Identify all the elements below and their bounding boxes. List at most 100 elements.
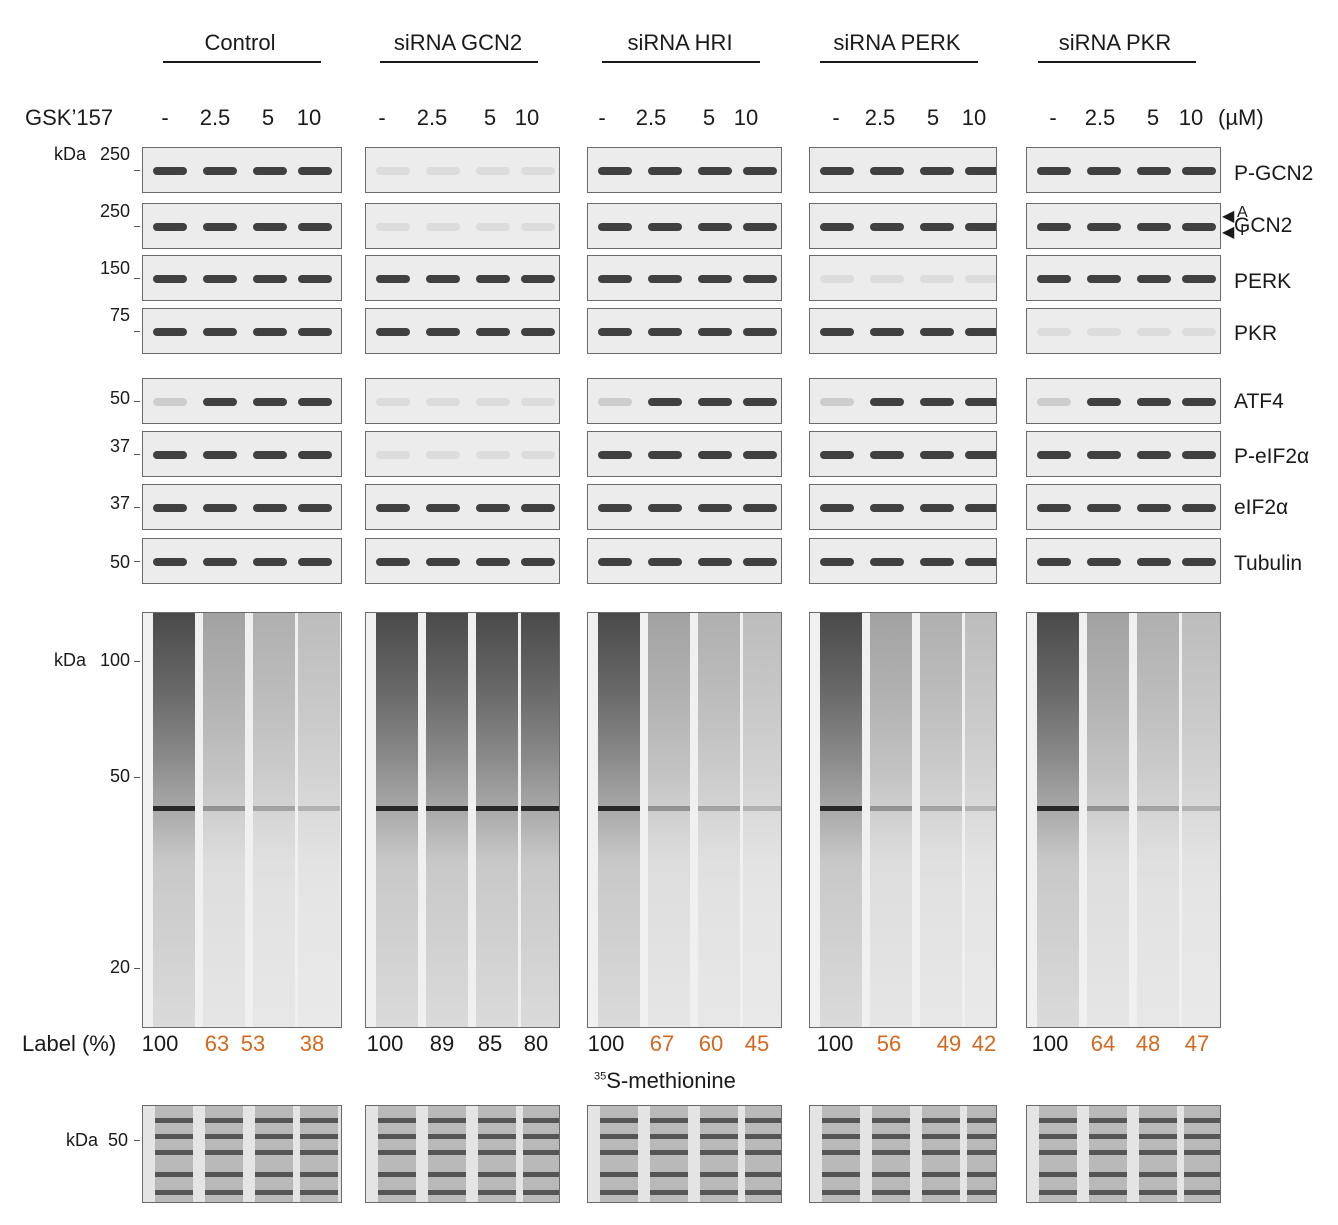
gel-lane bbox=[298, 613, 340, 1027]
stain-band bbox=[967, 1150, 996, 1155]
dose-3-3: 10 bbox=[961, 105, 987, 130]
band bbox=[598, 504, 632, 512]
gel-lane bbox=[743, 613, 781, 1027]
band bbox=[153, 398, 187, 406]
dose-2-1: 2.5 bbox=[635, 105, 667, 130]
gel-band bbox=[1087, 806, 1129, 811]
band bbox=[1182, 223, 1216, 231]
band bbox=[426, 328, 460, 336]
mw-stain-0: 50 bbox=[108, 1130, 129, 1150]
stain-band bbox=[1184, 1190, 1220, 1195]
group-underline-3 bbox=[820, 61, 978, 63]
gel-band bbox=[1137, 806, 1179, 811]
band bbox=[820, 451, 854, 459]
band bbox=[1037, 451, 1071, 459]
band bbox=[1087, 223, 1121, 231]
stain-band bbox=[967, 1190, 996, 1195]
band bbox=[698, 504, 732, 512]
mw-tick-blot-7 bbox=[134, 561, 140, 562]
stain-band bbox=[478, 1134, 516, 1139]
protein-label-7: Tubulin bbox=[1234, 552, 1303, 575]
gel-lane bbox=[648, 613, 690, 1027]
band bbox=[426, 275, 460, 283]
blot-3-2 bbox=[587, 308, 782, 354]
stain-band bbox=[1089, 1150, 1127, 1155]
band bbox=[426, 167, 460, 175]
band bbox=[1087, 504, 1121, 512]
band bbox=[1137, 451, 1171, 459]
dose-2-3: 10 bbox=[733, 105, 759, 130]
band bbox=[521, 504, 555, 512]
stain-lane bbox=[822, 1106, 860, 1202]
band bbox=[820, 328, 854, 336]
group-title-1: siRNA GCN2 bbox=[393, 30, 523, 55]
band bbox=[1137, 328, 1171, 336]
blot-0-1 bbox=[365, 147, 560, 193]
stain-lane bbox=[650, 1106, 688, 1202]
dose-4-2: 5 bbox=[1146, 105, 1160, 130]
stain-band bbox=[205, 1134, 243, 1139]
band bbox=[698, 451, 732, 459]
band bbox=[648, 451, 682, 459]
blot-4-1 bbox=[365, 378, 560, 424]
band bbox=[1087, 328, 1121, 336]
arrow-i-icon: ◀ bbox=[1222, 224, 1235, 241]
label-pct-0-2: 53 bbox=[240, 1031, 266, 1056]
mw-tick-blot-2 bbox=[134, 278, 140, 279]
stain-band bbox=[1139, 1150, 1177, 1155]
blot-7-2 bbox=[587, 538, 782, 584]
stain-lane bbox=[1089, 1106, 1127, 1202]
band bbox=[965, 328, 996, 336]
label-pct-3-0: 100 bbox=[816, 1031, 854, 1056]
stain-lane bbox=[155, 1106, 193, 1202]
blot-2-0 bbox=[142, 255, 342, 301]
stain-panel-2 bbox=[587, 1105, 782, 1203]
band bbox=[376, 275, 410, 283]
band bbox=[1137, 398, 1171, 406]
band bbox=[253, 558, 287, 566]
dose-4-1: 2.5 bbox=[1084, 105, 1116, 130]
blot-6-3 bbox=[809, 484, 997, 530]
stain-band bbox=[600, 1150, 638, 1155]
dose-2-0: - bbox=[598, 105, 606, 130]
band bbox=[648, 398, 682, 406]
stain-band bbox=[255, 1190, 293, 1195]
stain-band bbox=[1039, 1172, 1077, 1177]
label-row-title: Label (%) bbox=[22, 1031, 117, 1056]
band bbox=[521, 451, 555, 459]
stain-band bbox=[1184, 1134, 1220, 1139]
stain-band bbox=[1039, 1190, 1077, 1195]
mw-blot-4: 50 bbox=[109, 388, 130, 408]
blot-6-2 bbox=[587, 484, 782, 530]
mw-tick-blot-1 bbox=[134, 226, 140, 227]
blot-7-4 bbox=[1026, 538, 1221, 584]
gel-lane bbox=[521, 613, 559, 1027]
band bbox=[820, 223, 854, 231]
dose-0-1: 2.5 bbox=[199, 105, 231, 130]
stain-panel-3 bbox=[809, 1105, 997, 1203]
band bbox=[1182, 275, 1216, 283]
mw-tick-blot-5 bbox=[134, 454, 140, 455]
stain-lane bbox=[1039, 1106, 1077, 1202]
gel-panel-2 bbox=[587, 612, 782, 1028]
band bbox=[920, 451, 954, 459]
mw-unit-gel: kDa bbox=[54, 650, 87, 670]
band bbox=[1137, 223, 1171, 231]
stain-band bbox=[922, 1118, 960, 1123]
band bbox=[1087, 398, 1121, 406]
stain-panel-0 bbox=[142, 1105, 342, 1203]
stain-lane bbox=[523, 1106, 559, 1202]
gel-lane bbox=[376, 613, 418, 1027]
band bbox=[870, 451, 904, 459]
band bbox=[1037, 328, 1071, 336]
blot-1-3 bbox=[809, 203, 997, 249]
stain-band bbox=[523, 1150, 559, 1155]
mw-tick-gel-2 bbox=[134, 968, 140, 969]
band bbox=[598, 451, 632, 459]
mw-gel-1: 50 bbox=[109, 766, 130, 786]
stain-band bbox=[523, 1190, 559, 1195]
band bbox=[820, 558, 854, 566]
marker-i: I bbox=[1240, 222, 1245, 239]
gel-lane bbox=[820, 613, 862, 1027]
mw-gel-2: 20 bbox=[109, 957, 130, 977]
